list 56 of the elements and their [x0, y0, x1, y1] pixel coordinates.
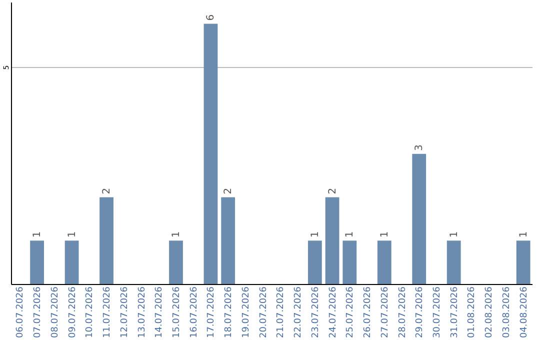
x-tick-label: 16.07.2026: [189, 286, 200, 338]
x-tick-label: 30.07.2026: [432, 286, 442, 338]
x-tick-label: 13.07.2026: [137, 286, 148, 338]
bar: [308, 240, 322, 284]
x-tick-label: 06.07.2026: [16, 286, 26, 338]
x-tick-label: 19.07.2026: [241, 286, 252, 338]
x-tick-label: 18.07.2026: [224, 286, 234, 338]
data-label: 1: [518, 231, 530, 238]
x-tick-label: 31.07.2026: [450, 286, 460, 338]
x-tick-label: 24.07.2026: [328, 286, 338, 338]
data-label: 1: [379, 231, 390, 238]
data-label: 1: [66, 231, 78, 238]
x-tick-label: 04.08.2026: [519, 286, 530, 338]
x-tick-label: 07.07.2026: [33, 286, 44, 338]
x-tick-label: 09.07.2026: [68, 286, 78, 338]
x-tick-label: 02.08.2026: [484, 286, 495, 338]
bar: [325, 197, 340, 284]
x-tick-label: 01.08.2026: [467, 286, 478, 338]
data-label: 2: [223, 188, 234, 194]
data-label: 2: [327, 188, 338, 194]
bar: [204, 24, 218, 284]
bar: [516, 240, 530, 284]
data-label: 1: [170, 231, 182, 238]
x-tick-label: 08.07.2026: [50, 286, 60, 338]
x-tick-label: 29.07.2026: [415, 286, 426, 338]
x-tick-label: 14.07.2026: [154, 286, 165, 338]
data-label: 2: [102, 188, 113, 194]
data-label: 1: [32, 231, 44, 238]
bar: [100, 197, 114, 284]
bar: [221, 197, 236, 284]
x-tick-label: 28.07.2026: [398, 286, 408, 338]
bar: [169, 240, 183, 284]
x-tick-label: 12.07.2026: [120, 286, 130, 338]
x-tick-label: 27.07.2026: [380, 286, 390, 338]
x-tick-label: 26.07.2026: [363, 286, 374, 338]
data-label: 1: [344, 231, 356, 238]
x-tick-label: 21.07.2026: [276, 286, 286, 338]
bar: [64, 240, 79, 284]
x-tick-label: 17.07.2026: [206, 286, 217, 338]
bar: [446, 240, 461, 284]
x-tick-label: 15.07.2026: [172, 286, 182, 338]
bar: [30, 240, 44, 284]
x-tick-label: 23.07.2026: [310, 286, 321, 338]
x-tick-label: 03.08.2026: [502, 286, 512, 338]
x-tick-label: 20.07.2026: [258, 286, 269, 338]
x-tick-label: 22.07.2026: [294, 286, 304, 338]
data-label: 1: [310, 231, 321, 238]
x-tick-label: 25.07.2026: [346, 286, 356, 338]
data-label: 3: [414, 144, 426, 151]
x-tick-label: 11.07.2026: [102, 286, 113, 338]
bar: [412, 154, 426, 284]
bar: [377, 240, 392, 284]
data-label: 6: [206, 14, 217, 21]
data-label: 1: [448, 231, 460, 238]
x-tick-label: 10.07.2026: [85, 286, 96, 338]
bar: [342, 240, 357, 284]
